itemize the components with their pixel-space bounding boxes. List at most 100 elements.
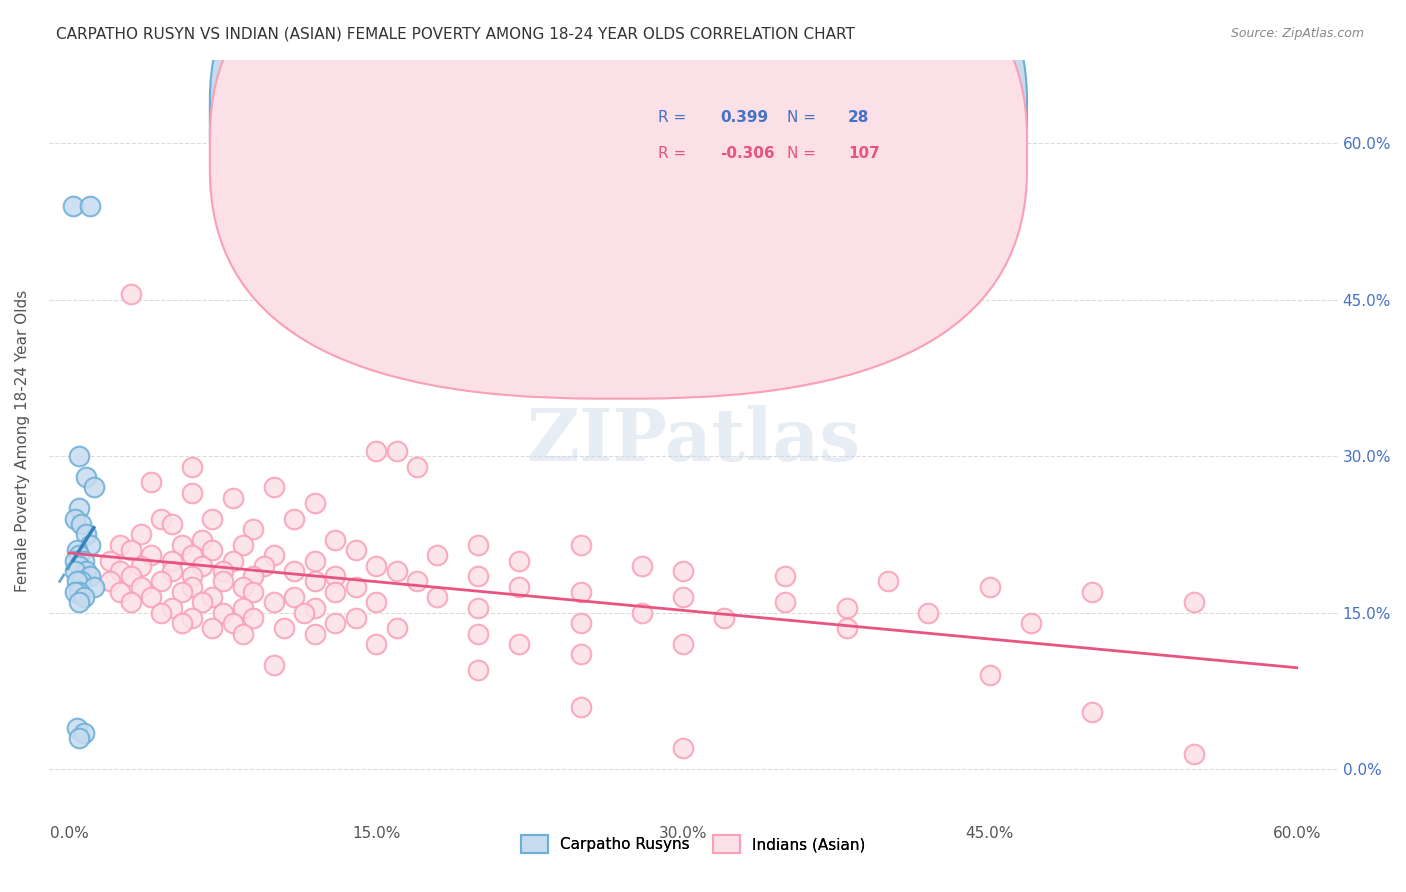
FancyBboxPatch shape xyxy=(209,0,1026,363)
Point xyxy=(242,569,264,583)
Point xyxy=(672,564,695,578)
Text: -0.306: -0.306 xyxy=(720,145,775,161)
Point xyxy=(222,491,245,505)
Point xyxy=(66,721,89,735)
Point xyxy=(160,516,183,531)
Text: 107: 107 xyxy=(848,145,880,161)
Point xyxy=(79,538,101,552)
Point xyxy=(150,512,173,526)
Point xyxy=(467,663,489,677)
Point xyxy=(150,574,173,589)
Point xyxy=(67,549,90,563)
Point xyxy=(129,580,152,594)
Point xyxy=(508,553,530,567)
Point xyxy=(344,543,367,558)
Point xyxy=(569,538,592,552)
Point xyxy=(70,574,93,589)
Point xyxy=(98,553,121,567)
Point xyxy=(426,590,449,604)
Text: R =: R = xyxy=(658,145,686,161)
Point xyxy=(232,600,254,615)
Point xyxy=(467,538,489,552)
Point xyxy=(67,449,90,463)
Point xyxy=(364,444,387,458)
Point xyxy=(65,564,87,578)
Point xyxy=(263,481,285,495)
Point xyxy=(120,595,142,609)
Point xyxy=(201,590,224,604)
Point xyxy=(775,595,797,609)
Point xyxy=(283,590,305,604)
Point xyxy=(467,569,489,583)
Point xyxy=(385,444,408,458)
Point xyxy=(385,621,408,635)
Point xyxy=(72,590,94,604)
Point xyxy=(70,516,93,531)
Point xyxy=(569,616,592,631)
Point xyxy=(304,496,326,510)
Point xyxy=(62,199,84,213)
Point xyxy=(181,485,204,500)
Point xyxy=(79,569,101,583)
Point xyxy=(1019,616,1042,631)
Point xyxy=(917,606,939,620)
Point xyxy=(283,512,305,526)
Point xyxy=(406,459,429,474)
Point xyxy=(426,549,449,563)
Point xyxy=(569,699,592,714)
Point xyxy=(323,585,346,599)
Point xyxy=(170,538,193,552)
Point xyxy=(201,621,224,635)
Point xyxy=(110,538,132,552)
Point xyxy=(67,585,90,599)
Point xyxy=(876,574,898,589)
Point xyxy=(181,569,204,583)
Point xyxy=(139,549,162,563)
Point xyxy=(201,512,224,526)
Point xyxy=(120,543,142,558)
Point xyxy=(304,600,326,615)
Point xyxy=(323,569,346,583)
Point xyxy=(344,611,367,625)
Point xyxy=(273,621,295,635)
Point xyxy=(323,533,346,547)
Point xyxy=(222,616,245,631)
Point xyxy=(222,553,245,567)
Point xyxy=(263,657,285,672)
Point xyxy=(75,470,97,484)
Point xyxy=(263,549,285,563)
Point xyxy=(252,558,274,573)
Point xyxy=(304,553,326,567)
Point xyxy=(201,543,224,558)
Point xyxy=(181,549,204,563)
Text: CARPATHO RUSYN VS INDIAN (ASIAN) FEMALE POVERTY AMONG 18-24 YEAR OLDS CORRELATIO: CARPATHO RUSYN VS INDIAN (ASIAN) FEMALE … xyxy=(56,27,855,42)
Point xyxy=(129,558,152,573)
Point xyxy=(385,564,408,578)
Y-axis label: Female Poverty Among 18-24 Year Olds: Female Poverty Among 18-24 Year Olds xyxy=(15,289,30,591)
Point xyxy=(232,538,254,552)
Point xyxy=(120,287,142,301)
Point xyxy=(631,606,654,620)
Point xyxy=(170,616,193,631)
Point xyxy=(569,648,592,662)
Point xyxy=(835,621,858,635)
Legend: Carpatho Rusyns, Indians (Asian): Carpatho Rusyns, Indians (Asian) xyxy=(515,829,872,860)
Point xyxy=(242,522,264,536)
Point xyxy=(110,585,132,599)
Point xyxy=(67,501,90,516)
Point xyxy=(65,512,87,526)
Point xyxy=(75,527,97,541)
Point xyxy=(364,595,387,609)
Point xyxy=(211,564,233,578)
Point xyxy=(294,606,316,620)
FancyBboxPatch shape xyxy=(578,84,932,181)
Point xyxy=(67,558,90,573)
Text: 0.399: 0.399 xyxy=(720,110,769,125)
Point xyxy=(139,590,162,604)
Text: R =: R = xyxy=(658,110,686,125)
Point xyxy=(1081,705,1104,719)
Point xyxy=(631,558,654,573)
Point xyxy=(713,611,735,625)
Point xyxy=(150,606,173,620)
Point xyxy=(160,600,183,615)
